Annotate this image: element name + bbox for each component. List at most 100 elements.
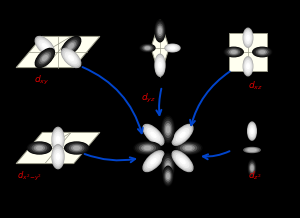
Ellipse shape bbox=[244, 59, 252, 73]
Ellipse shape bbox=[178, 143, 199, 153]
Ellipse shape bbox=[53, 130, 62, 148]
Ellipse shape bbox=[249, 162, 255, 174]
Ellipse shape bbox=[172, 124, 193, 145]
Ellipse shape bbox=[69, 144, 84, 152]
Ellipse shape bbox=[248, 149, 256, 151]
Ellipse shape bbox=[248, 160, 256, 176]
Ellipse shape bbox=[159, 28, 161, 34]
Ellipse shape bbox=[35, 36, 54, 56]
Ellipse shape bbox=[53, 129, 63, 150]
Ellipse shape bbox=[140, 144, 155, 152]
Ellipse shape bbox=[146, 153, 161, 169]
Ellipse shape bbox=[134, 142, 161, 154]
Ellipse shape bbox=[144, 126, 163, 144]
Ellipse shape bbox=[165, 170, 171, 182]
Ellipse shape bbox=[230, 50, 238, 54]
Ellipse shape bbox=[244, 58, 252, 75]
Ellipse shape bbox=[183, 145, 194, 151]
Ellipse shape bbox=[172, 151, 193, 172]
Ellipse shape bbox=[65, 40, 77, 52]
Ellipse shape bbox=[175, 127, 190, 143]
Ellipse shape bbox=[36, 146, 42, 150]
Polygon shape bbox=[16, 36, 100, 68]
Ellipse shape bbox=[149, 131, 158, 139]
Ellipse shape bbox=[225, 48, 242, 56]
Ellipse shape bbox=[246, 148, 258, 152]
Ellipse shape bbox=[38, 39, 52, 53]
Ellipse shape bbox=[32, 144, 46, 152]
Ellipse shape bbox=[149, 157, 158, 165]
Ellipse shape bbox=[231, 51, 236, 53]
Ellipse shape bbox=[258, 50, 266, 54]
Ellipse shape bbox=[168, 46, 177, 50]
Ellipse shape bbox=[158, 61, 162, 70]
Ellipse shape bbox=[253, 47, 272, 57]
Ellipse shape bbox=[54, 150, 61, 164]
Ellipse shape bbox=[164, 159, 172, 175]
Ellipse shape bbox=[54, 132, 61, 146]
Ellipse shape bbox=[224, 47, 243, 57]
Ellipse shape bbox=[169, 46, 176, 50]
Ellipse shape bbox=[27, 142, 51, 154]
Ellipse shape bbox=[178, 157, 187, 165]
Ellipse shape bbox=[176, 155, 189, 167]
Ellipse shape bbox=[144, 152, 163, 170]
Ellipse shape bbox=[249, 161, 255, 175]
Ellipse shape bbox=[180, 132, 185, 137]
Ellipse shape bbox=[157, 24, 163, 37]
Ellipse shape bbox=[61, 36, 81, 56]
Ellipse shape bbox=[144, 146, 151, 150]
Text: $d_{xz}$: $d_{xz}$ bbox=[248, 79, 262, 92]
Ellipse shape bbox=[228, 49, 239, 55]
Ellipse shape bbox=[65, 52, 77, 64]
Ellipse shape bbox=[66, 143, 87, 153]
Ellipse shape bbox=[43, 56, 47, 60]
Ellipse shape bbox=[248, 122, 256, 140]
Ellipse shape bbox=[56, 152, 61, 162]
Ellipse shape bbox=[63, 38, 80, 54]
Ellipse shape bbox=[52, 145, 64, 169]
Ellipse shape bbox=[41, 54, 49, 62]
Ellipse shape bbox=[142, 145, 153, 151]
Ellipse shape bbox=[178, 131, 187, 139]
Ellipse shape bbox=[167, 126, 170, 133]
Ellipse shape bbox=[164, 167, 172, 185]
Ellipse shape bbox=[251, 129, 253, 133]
Ellipse shape bbox=[41, 42, 49, 50]
Ellipse shape bbox=[143, 124, 164, 145]
Ellipse shape bbox=[247, 35, 249, 40]
Ellipse shape bbox=[29, 143, 50, 153]
Ellipse shape bbox=[157, 59, 163, 72]
Ellipse shape bbox=[147, 155, 160, 167]
Ellipse shape bbox=[156, 22, 164, 39]
Ellipse shape bbox=[137, 143, 158, 153]
Ellipse shape bbox=[146, 127, 161, 143]
Ellipse shape bbox=[34, 145, 44, 150]
Ellipse shape bbox=[180, 158, 185, 164]
Ellipse shape bbox=[251, 166, 253, 170]
Ellipse shape bbox=[156, 56, 164, 75]
Ellipse shape bbox=[256, 49, 268, 55]
Ellipse shape bbox=[164, 169, 172, 183]
Ellipse shape bbox=[250, 165, 254, 171]
Ellipse shape bbox=[56, 154, 59, 160]
Ellipse shape bbox=[64, 39, 78, 53]
Ellipse shape bbox=[165, 161, 171, 172]
Ellipse shape bbox=[147, 129, 160, 141]
Text: $d_{xy}$: $d_{xy}$ bbox=[34, 73, 50, 87]
Ellipse shape bbox=[39, 40, 51, 52]
Ellipse shape bbox=[140, 44, 155, 52]
Ellipse shape bbox=[143, 46, 152, 50]
Ellipse shape bbox=[151, 132, 156, 137]
Ellipse shape bbox=[249, 124, 255, 138]
Ellipse shape bbox=[166, 172, 170, 180]
Ellipse shape bbox=[248, 123, 256, 139]
Ellipse shape bbox=[243, 28, 253, 47]
Ellipse shape bbox=[56, 136, 59, 142]
Ellipse shape bbox=[246, 34, 250, 42]
Ellipse shape bbox=[61, 48, 81, 68]
Text: $d_{yz}$: $d_{yz}$ bbox=[140, 91, 155, 104]
Ellipse shape bbox=[171, 47, 174, 49]
Ellipse shape bbox=[43, 44, 47, 48]
Polygon shape bbox=[229, 33, 267, 71]
